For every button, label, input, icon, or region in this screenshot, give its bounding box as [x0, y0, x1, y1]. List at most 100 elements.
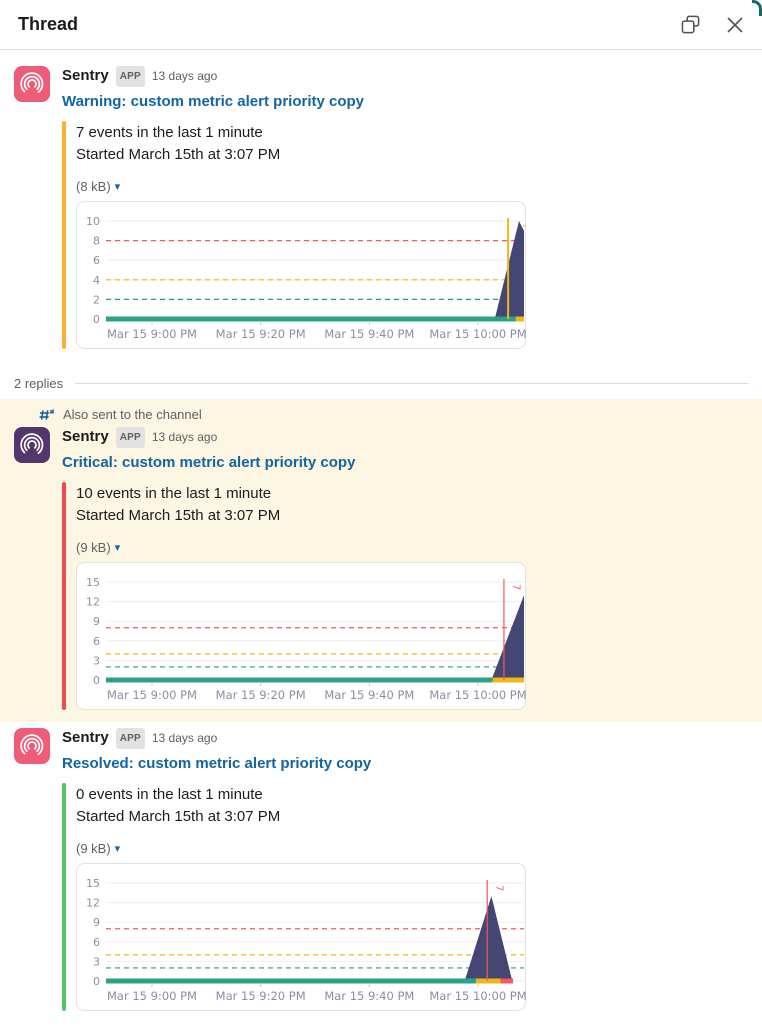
svg-text:3: 3	[93, 955, 100, 968]
svg-text:6: 6	[93, 254, 100, 267]
attachment-size-toggle[interactable]: (9 kB) ▾	[76, 540, 120, 555]
chevron-down-icon: ▾	[114, 181, 121, 193]
metric-chart-image[interactable]: 0 3 6 9 12 15 7 Mar 15 9:00 PM Mar 15 9:20 PM Mar…	[76, 562, 526, 710]
metric-chart: 0 2 4 6 8 10 7 Mar 15 9:00 PM Mar 15 9:20 PM Mar …	[76, 201, 526, 349]
also-sent-row: Also sent to the channel	[0, 404, 762, 425]
highlighted-reply-section: Also sent to the channel Sentry APP 13 d…	[0, 399, 762, 722]
svg-text:9: 9	[93, 615, 100, 628]
alert-title-link[interactable]: Resolved: custom metric alert priority c…	[62, 755, 372, 772]
svg-text:10: 10	[86, 215, 100, 228]
svg-text:0: 0	[93, 975, 100, 988]
timestamp[interactable]: 13 days ago	[151, 731, 218, 745]
svg-text:3: 3	[93, 654, 100, 667]
sentry-logo-icon	[20, 433, 44, 455]
message-content: Sentry APP 13 days ago Resolved: custom …	[62, 728, 748, 1021]
attachment-size-label: (8 kB)	[76, 179, 111, 194]
close-icon[interactable]	[726, 16, 744, 34]
thread-panel-header: Thread	[0, 0, 762, 50]
alert-attachment: 10 events in the last 1 minute Started M…	[62, 482, 748, 720]
message-warning: Sentry APP 13 days ago Warning: custom m…	[0, 64, 762, 359]
svg-text:12: 12	[86, 596, 100, 609]
timestamp[interactable]: 13 days ago	[151, 430, 218, 444]
popout-icon[interactable]	[681, 15, 700, 34]
attachment-content: 0 events in the last 1 minute Started Ma…	[66, 783, 526, 1011]
svg-text:6: 6	[93, 635, 100, 648]
timestamp[interactable]: 13 days ago	[151, 69, 218, 83]
header-actions	[681, 15, 744, 34]
svg-text:6: 6	[93, 936, 100, 949]
message-content: Sentry APP 13 days ago Warning: custom m…	[62, 66, 748, 359]
svg-text:8: 8	[93, 235, 100, 248]
svg-text:9: 9	[93, 916, 100, 929]
svg-text:Mar 15 9:20 PM: Mar 15 9:20 PM	[216, 989, 306, 1003]
attachment-size-label: (9 kB)	[76, 841, 111, 856]
alert-attachment: 7 events in the last 1 minute Started Ma…	[62, 121, 748, 359]
message-content: Sentry APP 13 days ago Critical: custom …	[62, 427, 748, 720]
sender-name[interactable]: Sentry	[62, 428, 109, 445]
sender-name[interactable]: Sentry	[62, 67, 109, 84]
started-time-line: Started March 15th at 3:07 PM	[76, 507, 281, 524]
attachment-accent-bar	[62, 121, 66, 349]
metric-chart: 0 3 6 9 12 15 7 Mar 15 9:00 PM Mar 15 9:20 PM Mar…	[76, 562, 526, 710]
svg-text:Mar 15 9:00 PM: Mar 15 9:00 PM	[107, 688, 197, 702]
alert-attachment: 0 events in the last 1 minute Started Ma…	[62, 783, 748, 1021]
chevron-down-icon: ▾	[114, 542, 121, 554]
sentry-logo-icon	[20, 734, 44, 756]
svg-text:Mar 15 9:40 PM: Mar 15 9:40 PM	[324, 688, 414, 702]
attachment-size-label: (9 kB)	[76, 540, 111, 555]
events-count-line: 7 events in the last 1 minute	[76, 124, 263, 141]
svg-text:7: 7	[511, 584, 522, 590]
also-sent-label: Also sent to the channel	[63, 407, 202, 422]
app-badge: APP	[115, 427, 145, 448]
svg-text:Mar 15 9:20 PM: Mar 15 9:20 PM	[216, 327, 306, 341]
svg-text:0: 0	[93, 674, 100, 687]
svg-text:Mar 15 9:20 PM: Mar 15 9:20 PM	[216, 688, 306, 702]
message-header: Sentry APP 13 days ago	[62, 427, 748, 449]
svg-text:4: 4	[93, 274, 100, 287]
panel-title: Thread	[18, 14, 79, 34]
attachment-size-toggle[interactable]: (8 kB) ▾	[76, 179, 120, 194]
divider-line	[75, 382, 748, 384]
svg-text:Mar 15 10:00 PM: Mar 15 10:00 PM	[429, 989, 526, 1003]
svg-text:Mar 15 9:00 PM: Mar 15 9:00 PM	[107, 327, 197, 341]
sender-name[interactable]: Sentry	[62, 729, 109, 746]
svg-text:12: 12	[86, 897, 100, 910]
channel-arrow-icon	[39, 408, 54, 420]
started-time-line: Started March 15th at 3:07 PM	[76, 808, 281, 825]
app-badge: APP	[115, 728, 145, 749]
svg-text:Mar 15 9:00 PM: Mar 15 9:00 PM	[107, 989, 197, 1003]
app-badge: APP	[115, 66, 145, 87]
sentry-logo-icon	[20, 72, 44, 94]
svg-text:Mar 15 10:00 PM: Mar 15 10:00 PM	[429, 688, 526, 702]
replies-divider: 2 replies	[14, 371, 748, 395]
alert-title-link[interactable]: Critical: custom metric alert priority c…	[62, 454, 356, 471]
attachment-size-toggle[interactable]: (9 kB) ▾	[76, 841, 120, 856]
replies-count: 2 replies	[14, 375, 64, 391]
svg-text:Mar 15 10:00 PM: Mar 15 10:00 PM	[429, 327, 526, 341]
svg-text:0: 0	[93, 313, 100, 326]
svg-text:Mar 15 9:40 PM: Mar 15 9:40 PM	[324, 327, 414, 341]
thread-body: Sentry APP 13 days ago Warning: custom m…	[0, 50, 762, 1030]
attachment-accent-bar	[62, 482, 66, 710]
chevron-down-icon: ▾	[114, 843, 121, 855]
svg-text:7: 7	[520, 223, 526, 229]
message-resolved: Sentry APP 13 days ago Resolved: custom …	[0, 722, 762, 1021]
sentry-avatar[interactable]	[14, 66, 50, 102]
svg-text:Mar 15 9:40 PM: Mar 15 9:40 PM	[324, 989, 414, 1003]
message-header: Sentry APP 13 days ago	[62, 728, 748, 750]
sentry-avatar[interactable]	[14, 728, 50, 764]
svg-text:7: 7	[493, 885, 504, 891]
attachment-accent-bar	[62, 783, 66, 1011]
sentry-avatar[interactable]	[14, 427, 50, 463]
started-time-line: Started March 15th at 3:07 PM	[76, 146, 281, 163]
events-count-line: 0 events in the last 1 minute	[76, 786, 263, 803]
alert-title-link[interactable]: Warning: custom metric alert priority co…	[62, 93, 364, 110]
events-count-line: 10 events in the last 1 minute	[76, 485, 272, 502]
attachment-content: 10 events in the last 1 minute Started M…	[66, 482, 526, 710]
metric-chart: 0 3 6 9 12 15 7 Mar 15 9:00 PM Mar 15 9:20 PM Mar…	[76, 863, 526, 1011]
window-corner-accent	[752, 0, 762, 16]
metric-chart-image[interactable]: 0 2 4 6 8 10 7 Mar 15 9:00 PM Mar 15 9:20 PM Mar …	[76, 201, 526, 349]
metric-chart-image[interactable]: 0 3 6 9 12 15 7 Mar 15 9:00 PM Mar 15 9:20 PM Mar…	[76, 863, 526, 1011]
svg-text:15: 15	[86, 877, 100, 890]
svg-text:2: 2	[93, 293, 100, 306]
